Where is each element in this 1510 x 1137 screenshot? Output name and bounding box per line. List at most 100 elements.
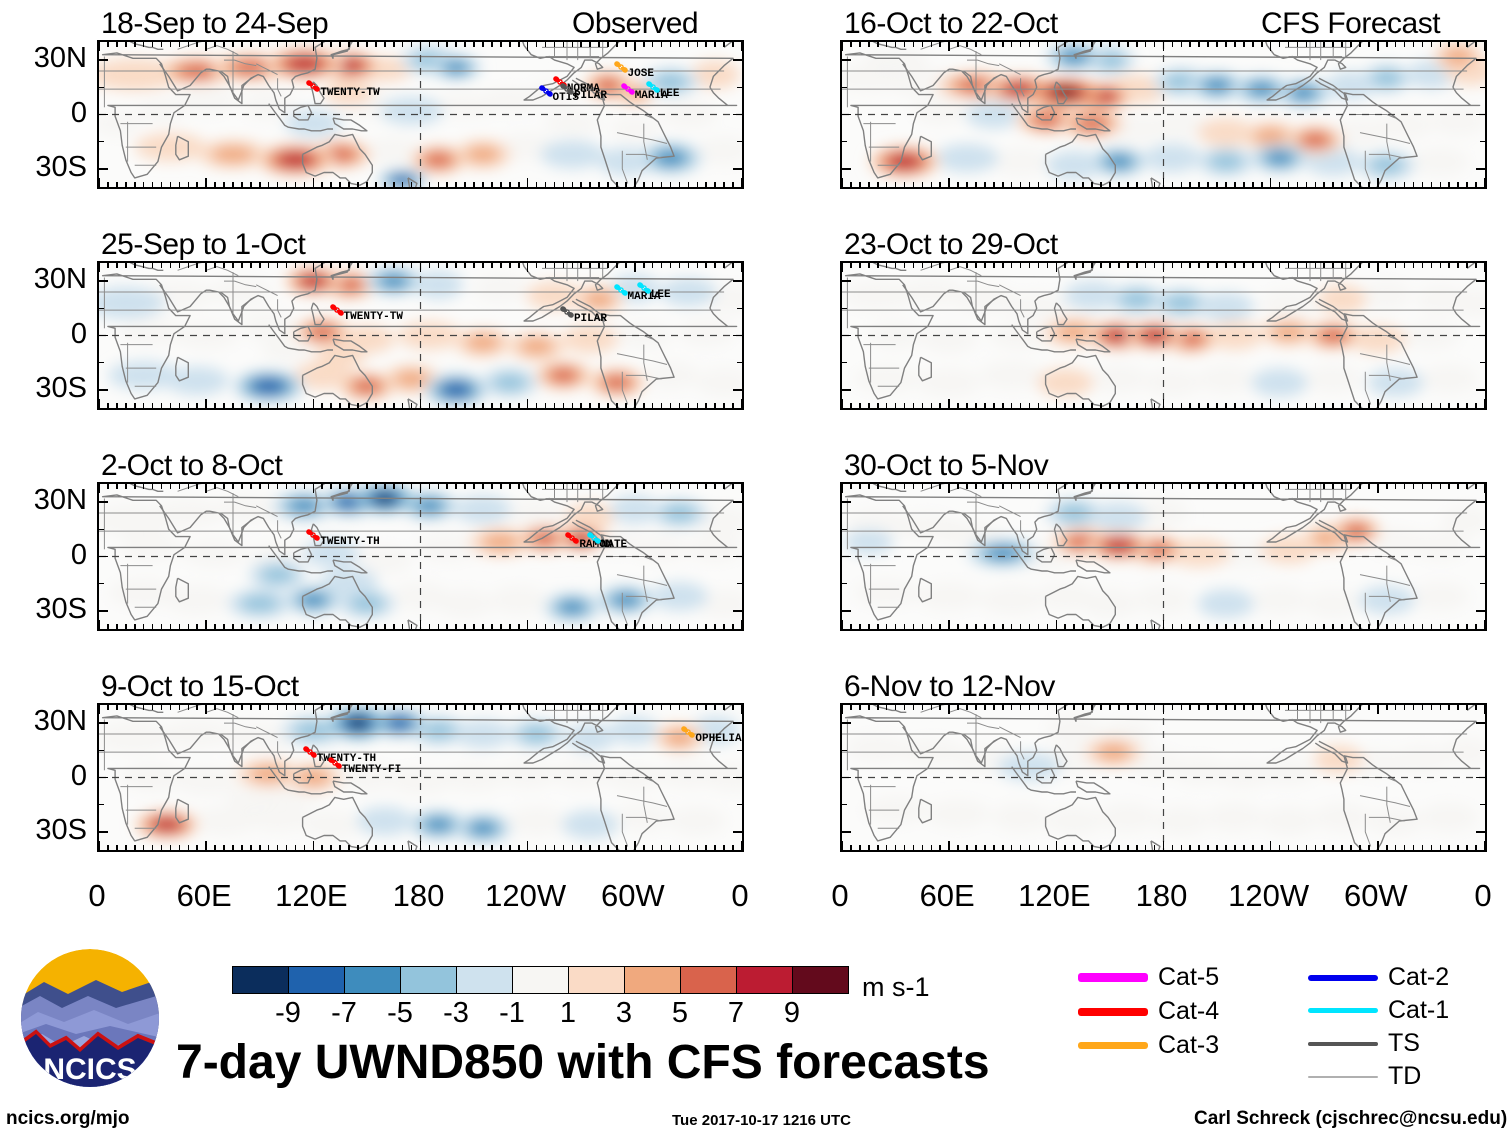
colorbar-tick-label: -9	[275, 997, 301, 1029]
storm-label: PILAR	[573, 90, 607, 103]
storm-marker	[558, 80, 576, 98]
legend-line-cat-4	[1078, 1007, 1148, 1016]
colorbar-tick-label: 7	[727, 997, 745, 1029]
panel-title-1: 25-Sep to 1-Oct	[101, 228, 306, 261]
storm-label: TWENTY-TW	[320, 86, 380, 99]
storm-marker	[328, 301, 346, 319]
legend-label: Cat-4	[1158, 997, 1220, 1025]
lat-tick-label: 30N	[33, 263, 87, 296]
map-panel-2[interactable]: TWENTY-TH RAMON NATE	[97, 482, 744, 631]
ncics-logo: NCICS	[18, 946, 163, 1096]
storm-label: MARIA	[627, 291, 661, 304]
lat-tick-label: 30S	[35, 371, 87, 404]
map-panel-4[interactable]	[840, 40, 1487, 189]
storm-marker	[644, 78, 662, 96]
storm-label: NATE	[600, 539, 628, 552]
lon-tick-label: 120E	[275, 878, 348, 913]
lon-tick-label: 0	[831, 878, 849, 913]
map-panel-1[interactable]: TWENTY-TW PILAR MARIA LEE	[97, 261, 744, 410]
legend-label: Cat-3	[1158, 1031, 1220, 1059]
storm-marker	[301, 743, 319, 761]
legend-row-cat-2: Cat-2	[1308, 963, 1449, 992]
colorbar-band-1	[289, 967, 345, 993]
storm-marker	[585, 529, 603, 547]
storm-label: JOSE	[627, 68, 654, 81]
legend-label: Cat-1	[1388, 996, 1450, 1024]
legend-line-cat-3	[1078, 1042, 1148, 1049]
lat-tick-label: 30S	[35, 813, 87, 846]
colorbar	[232, 966, 849, 994]
legend-label: Cat-2	[1388, 963, 1450, 991]
lat-tick-label: 0	[70, 317, 87, 350]
panel-title-5: 23-Oct to 29-Oct	[844, 228, 1058, 261]
storm-marker	[612, 281, 630, 299]
lon-tick-label: 0	[88, 878, 106, 913]
colorbar-units-label: m s-1	[862, 972, 930, 1002]
storm-marker	[326, 754, 344, 772]
colorbar-band-3	[401, 967, 457, 993]
lon-tick-label: 120E	[1018, 878, 1091, 913]
storm-label: TWENTY-TW	[343, 311, 403, 324]
legend-row-cat-1: Cat-1	[1308, 996, 1449, 1025]
lat-tick-label: 0	[70, 96, 87, 129]
map-panel-7[interactable]	[840, 703, 1487, 852]
storm-marker	[304, 77, 322, 95]
colorbar-tick-label: -5	[387, 997, 413, 1029]
legend-row-ts: TS	[1308, 1029, 1420, 1058]
legend-row-cat-4: Cat-4	[1078, 997, 1219, 1026]
panel-title-3: 9-Oct to 15-Oct	[101, 670, 299, 703]
forecast-column-header: CFS Forecast	[1261, 7, 1441, 40]
map-panel-6[interactable]	[840, 482, 1487, 631]
map-panel-0[interactable]: TWENTY-TW OTIS NORMA PILAR JOSE MARIA LEE	[97, 40, 744, 189]
colorbar-band-9	[737, 967, 793, 993]
storm-label: LEE	[650, 289, 671, 302]
lon-tick-label: 60W	[600, 878, 665, 913]
map-panel-5[interactable]	[840, 261, 1487, 410]
colorbar-tick-label: 1	[559, 997, 577, 1029]
legend-label: TD	[1388, 1062, 1422, 1090]
lon-tick-label: 180	[1135, 878, 1188, 913]
logo-text: NCICS	[43, 1053, 136, 1086]
legend-line-td	[1308, 1075, 1378, 1078]
storm-label: OTIS	[552, 91, 579, 104]
storm-marker	[537, 82, 555, 100]
footer-site-link[interactable]: ncics.org/mjo	[6, 1108, 130, 1129]
colorbar-tick-label: 3	[615, 997, 633, 1029]
legend-line-ts	[1308, 1041, 1378, 1046]
lon-tick-label: 60E	[919, 878, 975, 913]
lat-tick-label: 30S	[35, 150, 87, 183]
storm-marker	[304, 526, 322, 544]
colorbar-tick-label: 5	[671, 997, 689, 1029]
storm-label: RAMON	[579, 539, 613, 552]
page-title: 7-day UWND850 with CFS forecasts	[176, 1036, 990, 1089]
storm-label: NORMA	[566, 82, 600, 95]
colorbar-band-8	[681, 967, 737, 993]
legend-label: Cat-5	[1158, 963, 1220, 991]
storm-label: PILAR	[573, 312, 607, 325]
lat-tick-label: 30N	[33, 42, 87, 75]
footer-author: Carl Schreck (cjschrec@ncsu.edu)	[1194, 1108, 1508, 1129]
colorbar-band-5	[513, 967, 569, 993]
observed-column-header: Observed	[572, 7, 699, 40]
colorbar-band-7	[625, 967, 681, 993]
lon-tick-label: 0	[731, 878, 749, 913]
storm-marker	[612, 58, 630, 76]
footer-timestamp: Tue 2017-10-17 1216 UTC	[672, 1112, 851, 1129]
colorbar-band-2	[345, 967, 401, 993]
panel-title-6: 30-Oct to 5-Nov	[844, 449, 1049, 482]
lat-tick-label: 0	[70, 538, 87, 571]
legend-row-cat-5: Cat-5	[1078, 963, 1219, 992]
map-panel-3[interactable]: TWENTY-TH TWENTY-FI OPHELIA	[97, 703, 744, 852]
colorbar-tick-label: -7	[331, 997, 357, 1029]
lat-tick-label: 30S	[35, 592, 87, 625]
storm-marker	[635, 279, 653, 297]
lon-tick-label: 60E	[176, 878, 232, 913]
lon-tick-label: 120W	[1228, 878, 1310, 913]
panel-title-7: 6-Nov to 12-Nov	[844, 670, 1055, 703]
colorbar-tick-label: -3	[443, 997, 469, 1029]
storm-label: TWENTY-FI	[341, 764, 402, 776]
storm-label: OPHELIA	[695, 733, 742, 746]
storm-marker	[679, 723, 697, 741]
lat-tick-label: 30N	[33, 484, 87, 517]
lat-tick-label: 0	[70, 759, 87, 792]
